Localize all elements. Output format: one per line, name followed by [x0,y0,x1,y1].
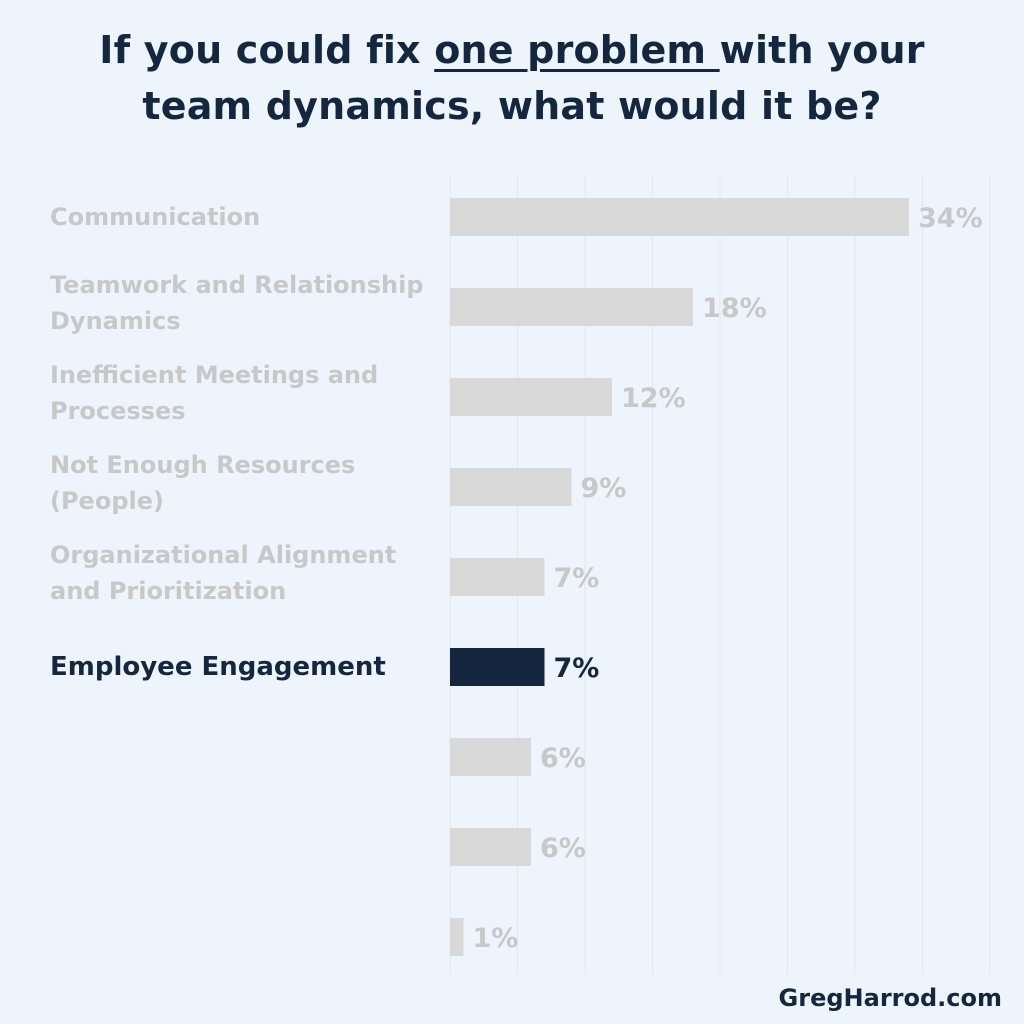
title-line1-after: with your [719,28,925,72]
data-label: 7% [554,653,600,684]
category-label: Employee Engagement [50,652,386,682]
data-label: 12% [621,383,686,414]
category-label: Organizational Alignment [50,541,396,569]
data-label: 6% [540,833,586,864]
data-label: 18% [702,293,767,324]
category-label: Dynamics [50,307,181,335]
bar [450,558,545,596]
chart-title: If you could fix one problem with your t… [0,22,1024,134]
site-credit: GregHarrod.com [778,984,1002,1012]
bar [450,378,612,416]
bar [450,468,572,506]
category-label: Inefficient Meetings and [50,361,378,389]
title-underlined-phrase: one problem [434,28,720,72]
category-label: and Prioritization [50,577,286,605]
data-label: 6% [540,743,586,774]
bar [450,828,531,866]
title-line1-before: If you could fix [99,28,435,72]
data-label: 34% [918,203,983,234]
data-label: 9% [581,473,627,504]
bar [450,648,545,686]
category-label: (People) [50,487,164,515]
data-label: 1% [473,923,519,954]
bar [450,918,464,956]
data-label: 7% [554,563,600,594]
category-label: Not Enough Resources [50,451,355,479]
category-label: Communication [50,203,260,231]
category-label: Teamwork and Relationship [50,271,424,299]
bar [450,198,909,236]
bar [450,738,531,776]
category-label: Processes [50,397,186,425]
bar [450,288,693,326]
title-line2: team dynamics, what would it be? [142,84,882,128]
